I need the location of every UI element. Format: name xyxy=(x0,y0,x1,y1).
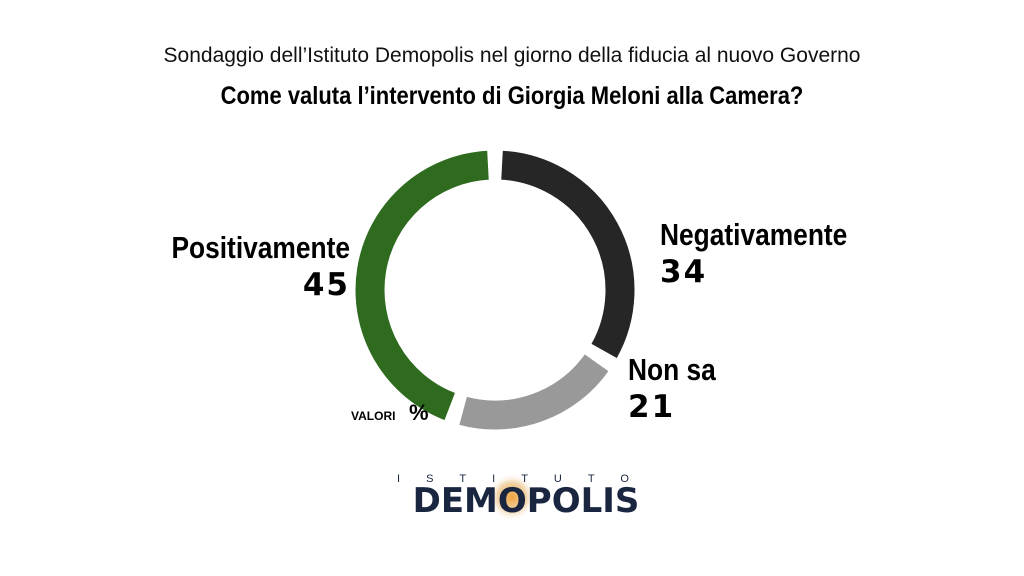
donut-segment xyxy=(354,149,490,422)
note-unit: % xyxy=(409,400,429,425)
note-prefix: VALORI xyxy=(351,409,395,423)
segment-value: 45 xyxy=(303,267,350,303)
segment-label: Non sa xyxy=(628,353,717,387)
donut-segment xyxy=(500,149,636,360)
chart-title: Come valuta l’intervento di Giorgia Melo… xyxy=(221,82,804,110)
segment-label: Negativamente xyxy=(660,218,847,252)
logo-top: ISTITUTO xyxy=(397,473,655,485)
logo: ISTITUTO DEMOPOLIS xyxy=(397,473,655,521)
donut-segment xyxy=(458,353,610,431)
segment-value: 34 xyxy=(660,254,707,290)
logo-name: DEMOPOLIS xyxy=(413,481,640,521)
subtitle: Sondaggio dell’Istituto Demopolis nel gi… xyxy=(164,44,861,67)
segment-value: 21 xyxy=(628,389,675,425)
logo-glow xyxy=(488,473,536,521)
segment-label: Positivamente xyxy=(171,231,350,265)
